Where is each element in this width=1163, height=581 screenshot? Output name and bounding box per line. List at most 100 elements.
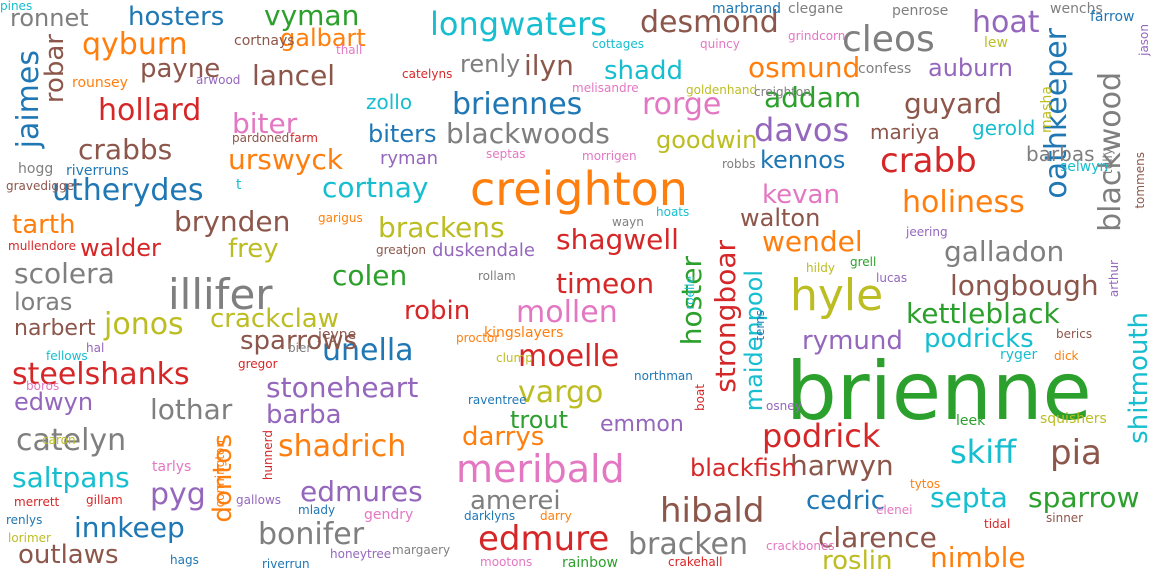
word-steelshanks: steelshanks — [12, 357, 190, 392]
word-hogg: hogg — [18, 161, 54, 177]
word-shadrich: shadrich — [278, 429, 407, 464]
word-wendel: wendel — [762, 225, 863, 258]
word-hibald: hibald — [660, 491, 765, 531]
word-wenchs: wenchs — [1050, 1, 1103, 17]
word-tully: tully — [1101, 148, 1115, 175]
word-pines: pines — [0, 0, 33, 13]
word-ryman: ryman — [380, 148, 439, 169]
word-thall: thall — [336, 43, 363, 57]
word-galladon: galladon — [944, 235, 1065, 268]
word-elenei: elenei — [876, 503, 913, 517]
word-osney: osney — [766, 399, 802, 413]
word-rorge: rorge — [642, 87, 722, 122]
word-pyg: pyg — [150, 477, 206, 512]
word-morrigen: morrigen — [582, 149, 637, 163]
word-shadd: shadd — [604, 56, 683, 86]
word-t: t — [236, 177, 242, 193]
word-nimble: nimble — [930, 541, 1026, 574]
word-gravedigger: gravedigger — [6, 179, 79, 193]
word-greatjon: greatjon — [376, 243, 427, 257]
word-hildy: hildy — [806, 261, 835, 275]
word-renly: renly — [460, 50, 521, 78]
word-mariya: mariya — [870, 120, 940, 144]
word-creighton: creighton — [470, 162, 688, 216]
word-narbert: narbert — [14, 316, 96, 341]
word-arthur: arthur — [1107, 260, 1121, 298]
word-riverrun: riverrun — [262, 557, 310, 571]
word-crabb: crabb — [880, 141, 977, 181]
word-utherydes: utherydes — [52, 173, 204, 208]
word-innkeep: innkeep — [74, 511, 185, 544]
word-proctor: proctor — [456, 331, 500, 345]
word-kevan: kevan — [762, 180, 840, 210]
word-sparrow: sparrow — [1028, 481, 1140, 514]
word-gendry: gendry — [364, 507, 414, 523]
word-margaery: margaery — [392, 543, 451, 557]
word-osmund: osmund — [748, 51, 861, 84]
word-blackfish: blackfish — [690, 454, 797, 482]
word-loras: loras — [14, 288, 73, 316]
word-biter: biter — [232, 107, 298, 140]
word-farm: farm — [290, 131, 318, 145]
word-galbart: galbart — [280, 24, 366, 52]
word-arwood: arwood — [196, 73, 241, 87]
word-brienne: brienne — [786, 345, 1092, 438]
word-raventree: raventree — [468, 393, 527, 407]
word-urswyck: urswyck — [228, 143, 343, 176]
word-vyman: vyman — [264, 0, 360, 32]
word-jeering: jeering — [906, 225, 948, 239]
word-hags: hags — [170, 553, 199, 567]
word-cleos: cleos — [842, 19, 935, 60]
word-renlys: renlys — [6, 513, 43, 527]
word-crabbs: crabbs — [78, 133, 173, 166]
word-unella: unella — [322, 333, 414, 368]
word-connington: connington — [213, 440, 227, 508]
word-walder: walder — [80, 234, 161, 262]
word-colen: colen — [332, 259, 408, 292]
word-sparrows: sparrows — [240, 326, 358, 356]
word-saltpans: saltpans — [12, 461, 130, 494]
word-meribald: meribald — [456, 447, 625, 491]
word-podrick: podrick — [762, 417, 881, 455]
word-rounsey: rounsey — [72, 75, 128, 91]
word-merrett: merrett — [14, 495, 60, 509]
word-emmon: emmon — [600, 412, 684, 437]
word-gallows: gallows — [236, 493, 282, 507]
word-zollo: zollo — [366, 90, 413, 114]
word-jonos: jonos — [104, 307, 184, 342]
word-robin: robin — [404, 296, 471, 326]
word-frey: frey — [228, 234, 279, 264]
word-marbrand: marbrand — [712, 1, 781, 17]
word-illifer: illifer — [168, 270, 273, 319]
word-longwaters: longwaters — [430, 5, 607, 43]
word-berics: berics — [1056, 327, 1093, 341]
word-melisandre: melisandre — [572, 81, 639, 95]
word-shagwell: shagwell — [556, 223, 679, 256]
word-hosters: hosters — [128, 2, 225, 32]
word-grindcorn: grindcorn — [788, 29, 846, 43]
word-creighton: creighton — [754, 85, 811, 99]
word-lancel: lancel — [252, 59, 336, 92]
word-dick: dick — [1054, 349, 1079, 363]
word-rollam: rollam — [478, 269, 516, 283]
word-mlady: mlady — [298, 503, 336, 517]
word-walton: walton — [740, 204, 821, 232]
word-mullendore: mullendore — [8, 239, 76, 253]
word-amerei: amerei — [470, 486, 561, 516]
word-catelyn: catelyn — [16, 423, 127, 458]
word-trout: trout — [510, 406, 569, 434]
word-wayn: wayn — [612, 215, 644, 229]
word-robbs: robbs — [722, 157, 756, 171]
word-tytos: tytos — [910, 477, 941, 491]
word-crackbones: crackbones — [766, 539, 835, 553]
word-crackclaw: crackclaw — [210, 304, 339, 334]
word-terns: terns — [753, 310, 767, 341]
word-kingslayers: kingslayers — [484, 325, 564, 341]
word-clarence: clarence — [818, 521, 937, 554]
word-tommens: tommens — [1133, 152, 1147, 209]
word-catelyns: catelyns — [402, 67, 453, 81]
word-tidal: tidal — [984, 517, 1011, 531]
word-cortnay: cortnay — [322, 171, 429, 204]
word-shitmouth: shitmouth — [1124, 312, 1154, 444]
